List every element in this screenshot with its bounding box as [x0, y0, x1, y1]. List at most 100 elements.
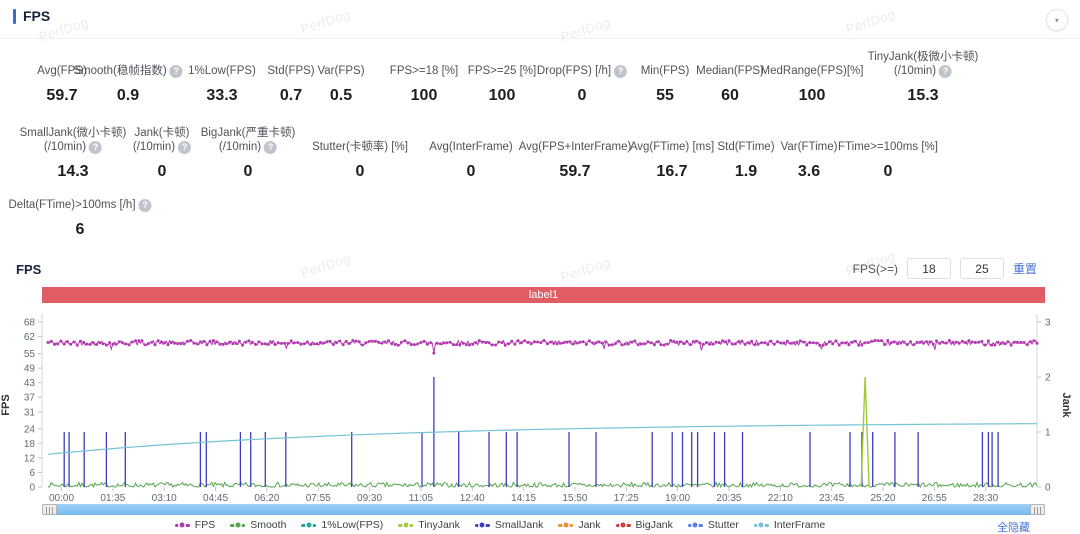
stat-label-line2: (/10min): [43, 141, 87, 153]
chart-scrollbar[interactable]: [42, 504, 1045, 515]
stat-label: Stutter(卡顿率) [%]: [312, 141, 408, 153]
fps-threshold-input-2[interactable]: [959, 258, 1004, 279]
stat-label-line2: (/10min): [893, 65, 937, 77]
perfdog-watermark: PerfDog: [298, 6, 353, 37]
section-accent-bar: [13, 8, 16, 24]
stat-label: Drop(FPS) [/h]: [536, 65, 612, 77]
scrollbar-left-handle[interactable]: [42, 504, 57, 515]
svg-text:15:50: 15:50: [562, 493, 587, 501]
svg-text:26:55: 26:55: [922, 493, 947, 501]
collapse-section-button[interactable]: ▼: [1046, 9, 1068, 31]
section-header: FPS: [13, 8, 50, 24]
svg-text:11:05: 11:05: [409, 493, 434, 501]
stat-value: 0: [883, 163, 893, 180]
svg-text:43: 43: [24, 378, 36, 389]
stat-label: Std(FTime): [717, 141, 775, 153]
stat-bigjank: BigJank(严重卡顿) (/10min)? 0: [201, 124, 296, 181]
legend-item-fps[interactable]: FPS: [174, 519, 215, 531]
scrollbar-right-handle[interactable]: [1030, 504, 1045, 515]
stat-fps-25-%: FPS>=25 [%] 100: [468, 46, 536, 105]
svg-text:23:45: 23:45: [819, 493, 844, 501]
stat-fps-18-%: FPS>=18 [%] 100: [390, 46, 458, 105]
help-icon[interactable]: ?: [89, 140, 103, 154]
svg-text:04:45: 04:45: [203, 493, 228, 501]
stat-value: 0: [577, 87, 587, 104]
svg-text:37: 37: [24, 393, 36, 404]
fps-threshold-input-1[interactable]: [906, 258, 951, 279]
stat-value: 0.7: [279, 87, 303, 104]
stat-label: Avg(FPS+InterFrame): [518, 141, 632, 153]
svg-text:12: 12: [24, 453, 36, 464]
stat-value: 33.3: [206, 87, 238, 104]
svg-text:00:00: 00:00: [49, 493, 74, 501]
legend-item-tinyjank[interactable]: TinyJank: [398, 519, 460, 531]
stat-value: 0.5: [329, 87, 353, 104]
help-icon[interactable]: ?: [264, 140, 278, 154]
legend-marker-icon: [174, 522, 190, 528]
legend-label: 1%Low(FPS): [321, 519, 384, 531]
stat-value: 0: [466, 163, 476, 180]
perfdog-watermark: PerfDog: [558, 14, 613, 45]
stat-label: 1%Low(FPS): [188, 65, 256, 77]
legend-item-jank[interactable]: Jank: [558, 519, 601, 531]
stat-label: Var(FPS): [317, 65, 365, 77]
stat-value: 59.7: [46, 87, 78, 104]
stat-label: Avg(FTime) [ms]: [629, 141, 715, 153]
banner-label: label1: [528, 289, 559, 301]
hide-all-link[interactable]: 全隐藏: [997, 522, 1030, 534]
svg-text:FPS: FPS: [0, 394, 12, 415]
stat-label: Avg(FPS): [37, 65, 87, 77]
stat-value: 16.7: [656, 163, 688, 180]
stat-min-fps: Min(FPS) 55: [641, 46, 690, 105]
legend-marker-icon: [687, 522, 703, 528]
reset-link[interactable]: 重置: [1012, 262, 1037, 276]
stat-median-fps: Median(FPS) 60: [696, 46, 764, 105]
help-icon[interactable]: ?: [169, 64, 183, 78]
stat-avg-interframe: Avg(InterFrame) 0: [429, 124, 513, 181]
stat-var-fps: Var(FPS) 0.5: [317, 46, 364, 105]
stat-label: Jank(卡顿): [134, 127, 190, 139]
svg-text:09:30: 09:30: [357, 493, 382, 501]
help-icon[interactable]: ?: [939, 64, 953, 78]
legend-label: Jank: [578, 519, 601, 531]
stat-jank: Jank(卡顿) (/10min)? 0: [133, 124, 192, 181]
svg-text:19:00: 19:00: [665, 493, 690, 501]
stat-label: Std(FPS): [267, 65, 315, 77]
legend-item-interframe[interactable]: InterFrame: [753, 519, 825, 531]
stat-value: 3.6: [797, 163, 821, 180]
svg-text:18: 18: [24, 439, 36, 450]
svg-text:6: 6: [29, 468, 35, 479]
stat-value: 1.9: [734, 163, 758, 180]
stat-value: 0.9: [116, 87, 140, 104]
legend-marker-icon: [398, 522, 414, 528]
stat-label: FPS>=25 [%]: [467, 65, 537, 77]
stat-value: 15.3: [907, 87, 939, 104]
legend-marker-icon: [558, 522, 574, 528]
chevron-down-icon: ▼: [1053, 16, 1061, 24]
legend-item-stutter[interactable]: Stutter: [687, 519, 739, 531]
stat-value: 6: [75, 221, 85, 238]
legend-marker-icon: [230, 522, 246, 528]
stat-label: SmallJank(微小卡顿): [19, 127, 127, 139]
legend-item-smalljank[interactable]: SmallJank: [474, 519, 543, 531]
legend-marker-icon: [301, 522, 317, 528]
legend-item-bigjank[interactable]: BigJank: [615, 519, 673, 531]
help-icon[interactable]: ?: [138, 198, 152, 212]
svg-text:1: 1: [1045, 428, 1051, 439]
stat-drop-fps-h: Drop(FPS) [/h]? 0: [536, 46, 628, 105]
stat-1%low-fps: 1%Low(FPS) 33.3: [188, 46, 256, 105]
stat-avg-fps-interframe: Avg(FPS+InterFrame) 59.7: [519, 124, 632, 181]
legend-item-1%low-fps[interactable]: 1%Low(FPS): [301, 519, 383, 531]
help-icon[interactable]: ?: [178, 140, 192, 154]
stat-value: 14.3: [57, 163, 89, 180]
help-icon[interactable]: ?: [614, 64, 628, 78]
svg-text:12:40: 12:40: [460, 493, 485, 501]
fps-threshold-label: FPS(>=): [852, 261, 898, 276]
perfdog-watermark: PerfDog: [298, 250, 353, 281]
svg-text:0: 0: [1045, 483, 1051, 494]
stat-label: FTime>=100ms [%]: [838, 141, 938, 153]
legend-item-smooth[interactable]: Smooth: [230, 519, 286, 531]
stat-label: BigJank(严重卡顿): [200, 127, 296, 139]
stat-delta-ftime-100ms-h: Delta(FTime)>100ms [/h]? 6: [8, 196, 152, 239]
